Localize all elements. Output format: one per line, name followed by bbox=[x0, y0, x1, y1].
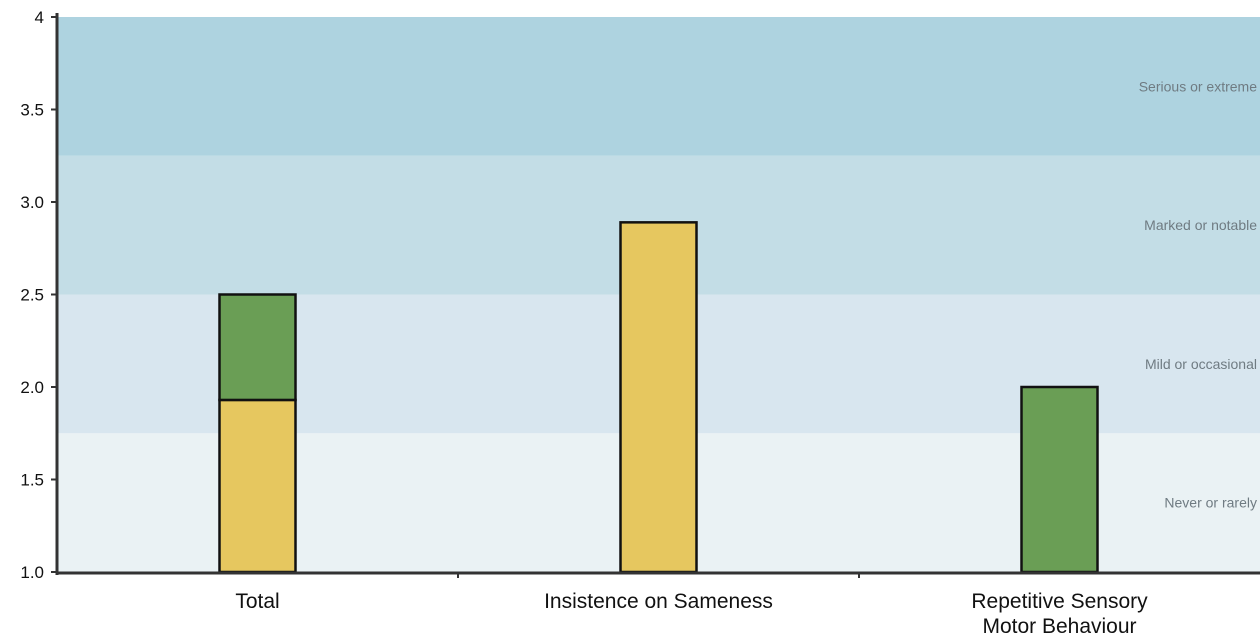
band-3 bbox=[57, 17, 1260, 156]
y-tick-label-3: 2.5 bbox=[20, 286, 44, 305]
x-category-label-1-line-0: Insistence on Sameness bbox=[544, 590, 773, 613]
y-tick-label-5: 1.5 bbox=[20, 471, 44, 490]
band-label-0: Never or rarely bbox=[1164, 495, 1257, 511]
y-tick-label-0: 4 bbox=[35, 8, 44, 27]
bars bbox=[218, 221, 1099, 574]
x-category-label-2-line-0: Repetitive Sensory bbox=[971, 590, 1148, 613]
y-tick-label-1: 3.5 bbox=[20, 101, 44, 120]
y-tick-label-2: 3.0 bbox=[20, 193, 44, 212]
bar-cat1-series0 bbox=[619, 221, 698, 574]
labels: Never or rarely Mild or occasional Marked … bbox=[20, 8, 1257, 638]
x-category-label-2-line-1: Motor Behaviour bbox=[982, 615, 1136, 638]
axes bbox=[51, 13, 1260, 578]
band-label-2: Marked or notable bbox=[1144, 217, 1257, 233]
bar-cat2-series1 bbox=[1020, 385, 1099, 574]
bar-cat0-series1 bbox=[218, 293, 297, 402]
bar-cat0-series0 bbox=[218, 398, 297, 574]
x-category-label-0-line-0: Total bbox=[235, 590, 279, 613]
band-label-1: Mild or occasional bbox=[1145, 356, 1257, 372]
y-tick-label-6: 1.0 bbox=[20, 563, 44, 582]
y-tick-label-4: 2.0 bbox=[20, 378, 44, 397]
band-label-3: Serious or extreme bbox=[1139, 78, 1257, 94]
